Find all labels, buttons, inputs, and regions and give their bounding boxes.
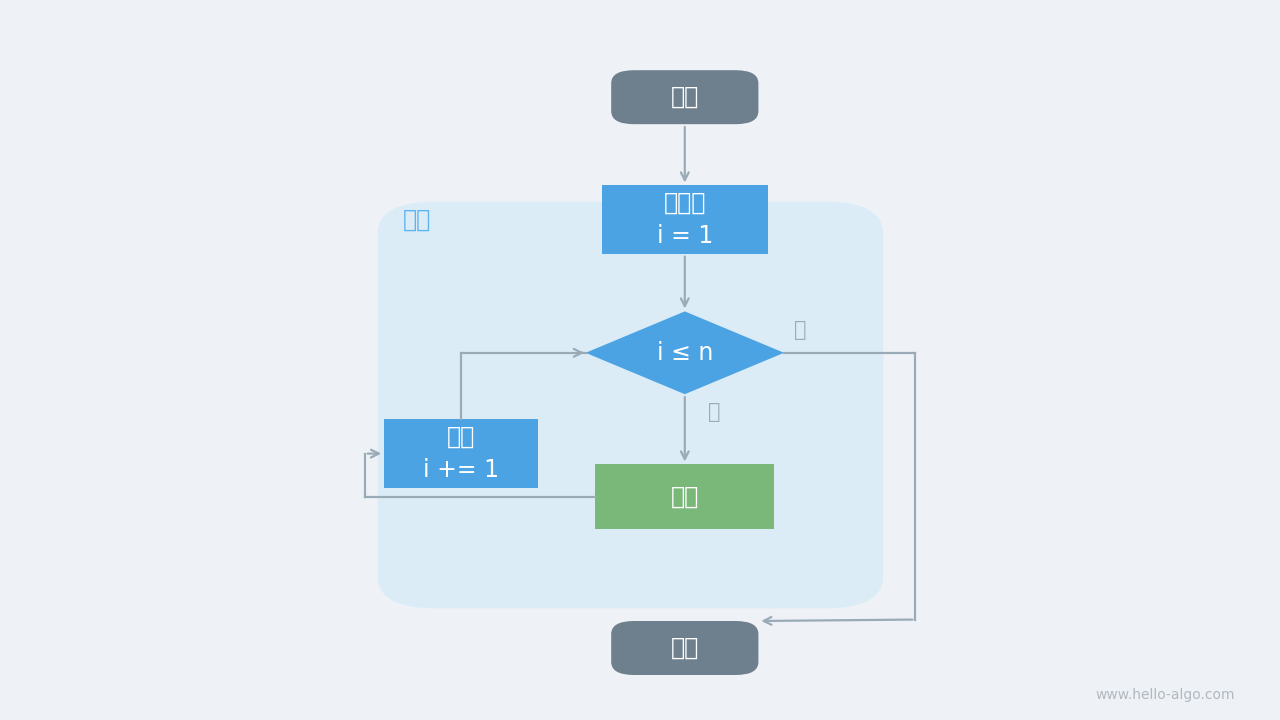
Text: 更新
i += 1: 更新 i += 1 (422, 425, 499, 482)
Text: 循环: 循环 (403, 208, 431, 232)
Text: 初始化
i = 1: 初始化 i = 1 (657, 191, 713, 248)
Text: 结束: 结束 (671, 636, 699, 660)
Bar (384, 420, 538, 488)
Text: 假: 假 (794, 320, 806, 340)
FancyBboxPatch shape (612, 621, 759, 675)
Text: 任务: 任务 (671, 485, 699, 509)
Text: i ≤ n: i ≤ n (657, 341, 713, 365)
FancyBboxPatch shape (378, 202, 883, 608)
Bar (602, 186, 768, 254)
FancyBboxPatch shape (612, 71, 759, 124)
Text: www.hello-algo.com: www.hello-algo.com (1096, 688, 1235, 702)
Text: 开始: 开始 (671, 85, 699, 109)
Bar (595, 464, 774, 529)
Text: 真: 真 (708, 402, 721, 422)
Polygon shape (586, 311, 783, 395)
